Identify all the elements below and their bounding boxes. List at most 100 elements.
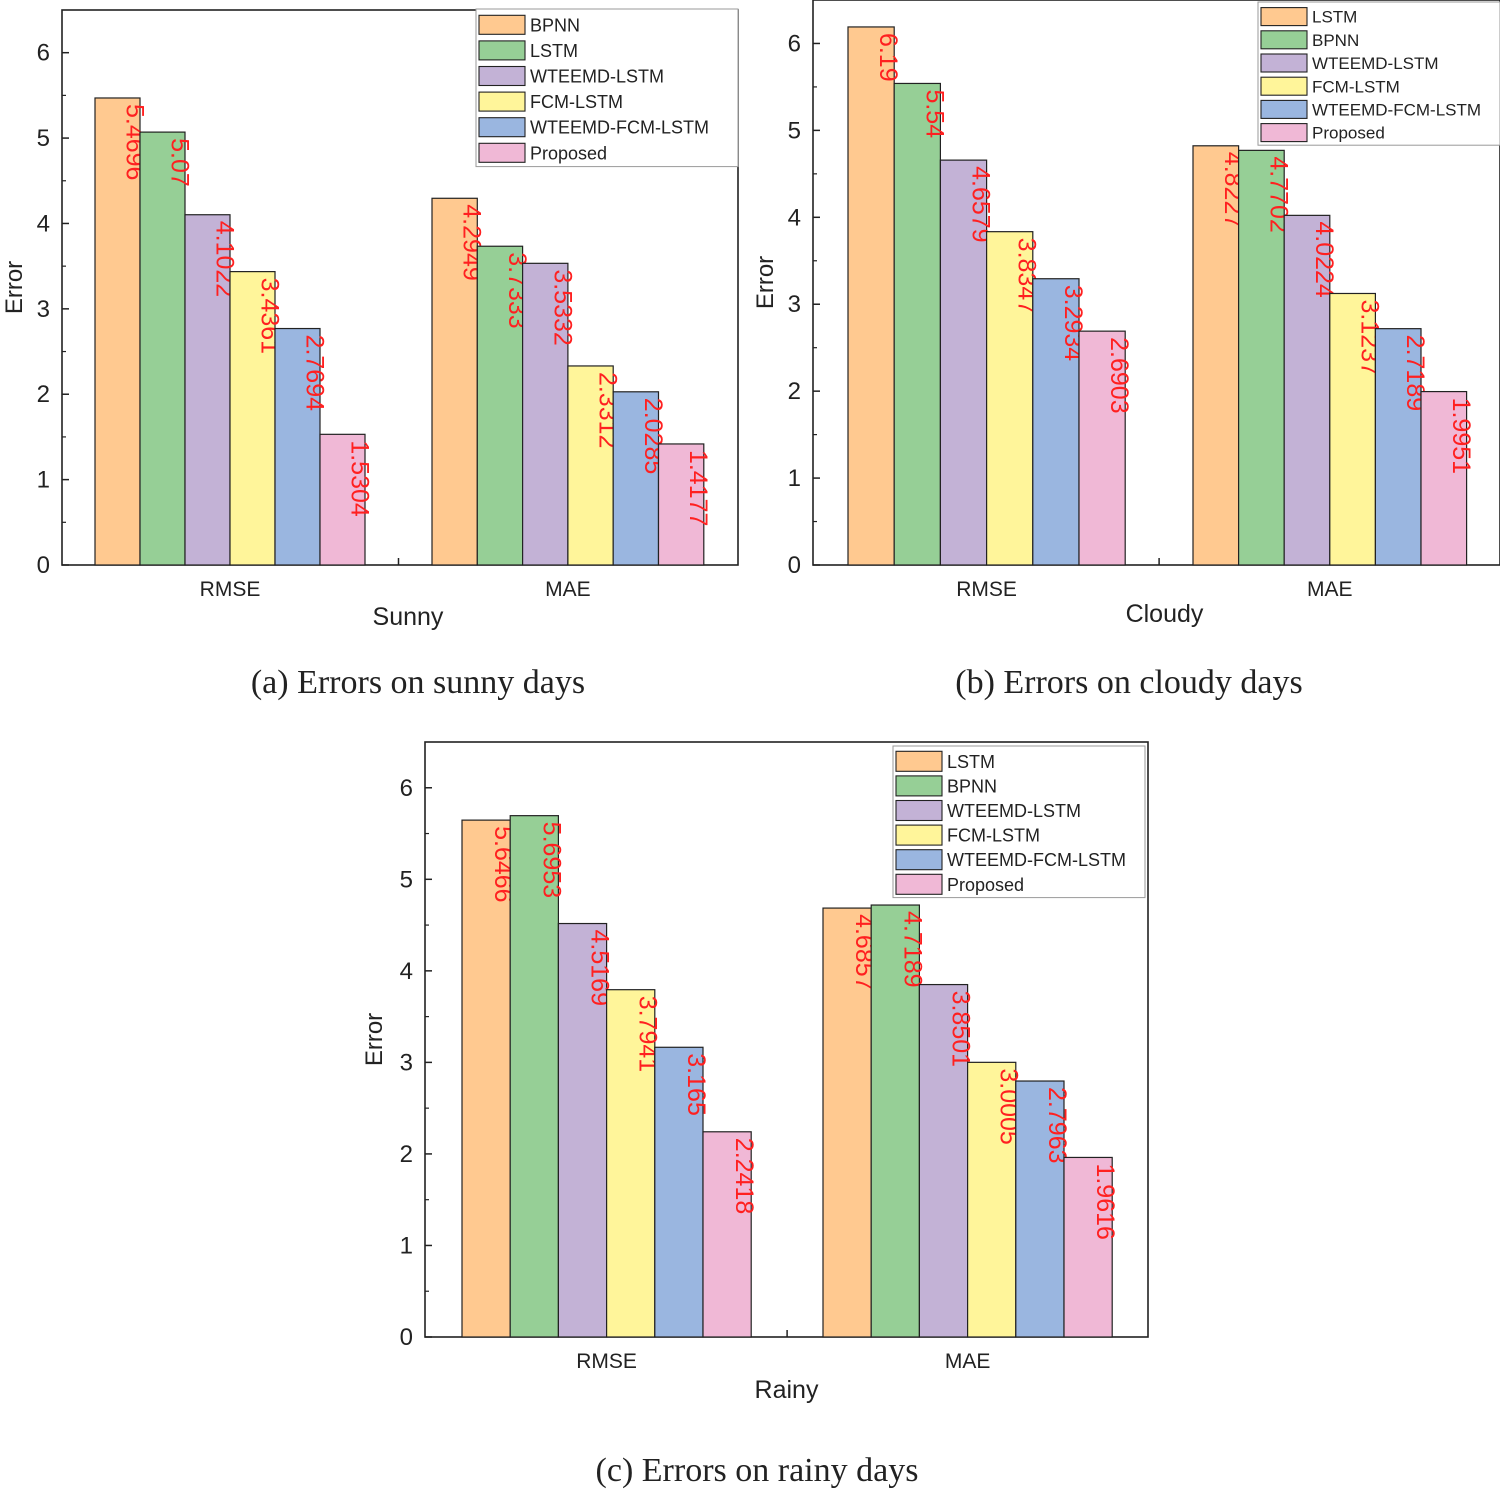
bar-lstm-rmse [847, 26, 895, 566]
legend-label: WTEEMD-FCM-LSTM [530, 118, 709, 138]
legend-swatch [1260, 53, 1308, 73]
x-category-label: RMSE [576, 1350, 637, 1373]
figure-caption: (b) Errors on cloudy days [955, 664, 1302, 701]
bar-fcm-lstm-mae [567, 365, 614, 566]
y-tick-label: 2 [37, 381, 50, 408]
legend-label: FCM-LSTM [947, 826, 1040, 846]
bar-value-label: 2.7694 [301, 335, 329, 412]
figure-caption: (a) Errors on sunny days [251, 664, 585, 701]
bar-lstm-mae [1192, 145, 1240, 566]
bar-wteemd-lstm-rmse [184, 214, 231, 566]
bar-wteemd-lstm-mae [918, 983, 969, 1338]
y-tick-label: 3 [400, 1049, 413, 1076]
bar-bpnn-rmse [94, 97, 141, 566]
figure-caption: (c) Errors on rainy days [596, 1452, 919, 1489]
bar-value-label: 5.6953 [537, 822, 565, 898]
legend: BPNN LSTM WTEEMD-LSTM FCM-LSTM WTEEMD-FCM-LS… [475, 8, 739, 168]
legend-swatch [895, 824, 943, 846]
y-tick-label: 1 [37, 467, 50, 494]
legend-label: WTEEMD-LSTM [530, 66, 664, 86]
plot-frame [812, 0, 1500, 566]
legend-swatch [478, 142, 526, 163]
bar-lstm-rmse [461, 819, 511, 1338]
legend-swatch [478, 91, 526, 112]
bar-value-label: 2.7963 [1043, 1087, 1071, 1163]
y-tick-label: 1 [400, 1232, 413, 1259]
bar-fcm-lstm-mae [966, 1061, 1017, 1338]
legend-label: FCM-LSTM [1312, 77, 1400, 96]
y-tick-label: 5 [788, 117, 801, 144]
x-category-label: MAE [545, 578, 591, 601]
bar-fcm-lstm-mae [1329, 292, 1377, 566]
legend-swatch [895, 775, 943, 797]
legend-swatch [1260, 99, 1308, 119]
bar-wteemd-lstm-rmse [557, 922, 608, 1338]
legend-label: Proposed [1312, 124, 1385, 143]
y-tick-label: 5 [37, 125, 50, 152]
bar-proposed-mae [657, 443, 705, 566]
bar-value-label: 5.54 [920, 89, 948, 138]
legend-label: BPNN [947, 776, 997, 796]
chart-2-cloudy: 0123456ErrorRMSE6.195.544.65793.83473.29… [752, 0, 1500, 701]
y-tick-label: 2 [400, 1141, 413, 1168]
legend-swatch [478, 40, 526, 61]
bar-value-label: 1.9616 [1091, 1163, 1119, 1239]
y-tick-label: 0 [37, 552, 50, 579]
y-tick-label: 5 [400, 866, 413, 893]
bar-value-label: 3.165 [682, 1053, 710, 1116]
bar-proposed-rmse [1078, 330, 1126, 566]
y-tick-label: 4 [788, 204, 801, 231]
legend-label: BPNN [1312, 31, 1359, 50]
legend-swatch [1260, 123, 1308, 143]
y-tick-label: 0 [400, 1324, 413, 1351]
y-tick-label: 6 [37, 40, 50, 67]
bar-value-label: 4.7189 [898, 911, 926, 987]
legend-swatch [1260, 30, 1308, 50]
y-axis-title: Error [752, 256, 779, 309]
legend-swatch [1260, 76, 1308, 96]
x-axis-title: Cloudy [1126, 600, 1204, 628]
legend: LSTM BPNN WTEEMD-LSTM FCM-LSTM WTEEMD-FCM-LS… [1257, 1, 1500, 146]
legend-label: LSTM [530, 41, 578, 61]
y-tick-label: 0 [788, 552, 801, 579]
bar-proposed-mae [1063, 1156, 1113, 1338]
bar-value-label: 3.5332 [548, 269, 576, 345]
y-tick-label: 6 [400, 775, 413, 802]
legend-label: Proposed [530, 143, 607, 163]
bar-value-label: 3.8501 [947, 991, 975, 1067]
legend-swatch [1260, 7, 1308, 27]
y-tick-label: 3 [37, 296, 50, 323]
y-tick-label: 3 [788, 291, 801, 318]
bar-value-label: 4.0224 [1310, 221, 1338, 298]
x-category-label: RMSE [200, 578, 261, 601]
y-tick-label: 4 [37, 210, 50, 237]
plot-frame [61, 9, 739, 566]
legend-swatch [478, 117, 526, 138]
x-category-label: MAE [945, 1350, 991, 1373]
legend-label: WTEEMD-LSTM [1312, 54, 1439, 73]
bar-proposed-mae [1420, 390, 1468, 566]
legend-label: WTEEMD-FCM-LSTM [947, 850, 1126, 870]
y-tick-label: 6 [788, 30, 801, 57]
legend-label: FCM-LSTM [530, 92, 623, 112]
y-tick-label: 1 [788, 465, 801, 492]
legend-label: WTEEMD-LSTM [947, 801, 1081, 821]
bar-lstm-mae [822, 907, 872, 1338]
legend-swatch [478, 14, 526, 35]
bar-value-label: 4.6579 [967, 166, 995, 242]
bar-wteemd-lstm-mae [1283, 214, 1331, 566]
bar-value-label: 1.4177 [684, 450, 712, 526]
legend-label: Proposed [947, 875, 1024, 895]
bar-bpnn-rmse [893, 82, 942, 566]
bar-wteemd-lstm-rmse [939, 159, 988, 566]
legend-swatch [895, 750, 943, 772]
bar-lstm-rmse [139, 131, 186, 566]
legend: LSTM BPNN WTEEMD-LSTM FCM-LSTM WTEEMD-FCM-LS… [892, 745, 1146, 899]
bar-wteemd-fcm-lstm-mae [1374, 328, 1422, 566]
y-tick-label: 2 [788, 378, 801, 405]
bar-fcm-lstm-rmse [605, 989, 656, 1338]
x-axis-title: Sunny [373, 603, 444, 631]
y-axis-title: Error [1, 261, 28, 314]
